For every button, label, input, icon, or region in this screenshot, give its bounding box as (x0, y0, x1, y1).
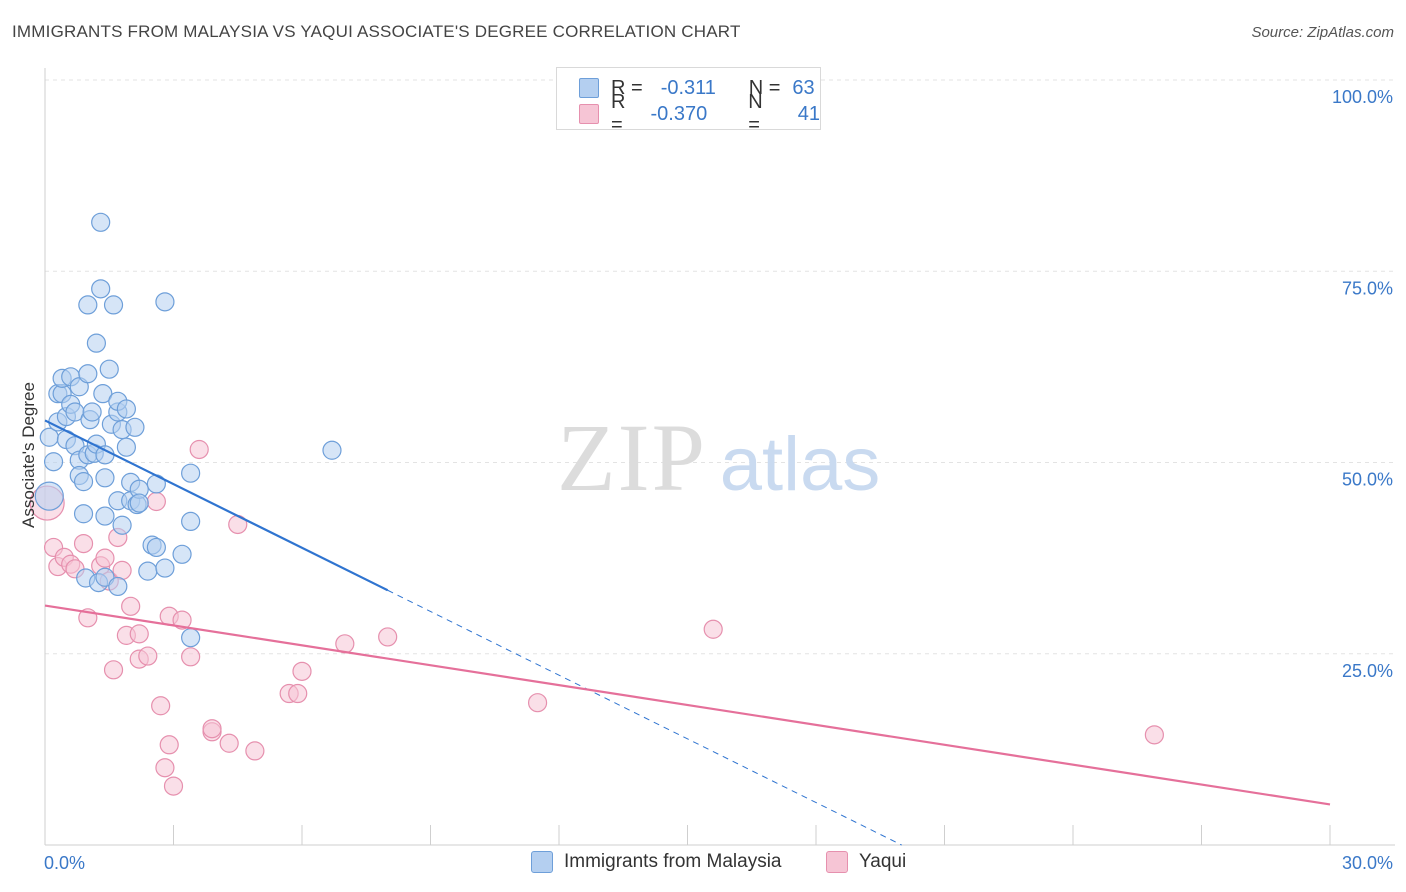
yaqui-point (245, 741, 265, 761)
y-tick-label: 100.0% (1332, 87, 1393, 107)
yaqui-point (129, 624, 149, 644)
malaysia-point (181, 628, 201, 648)
malaysia-r-value: -0.311 (660, 76, 716, 99)
yaqui-point (219, 733, 239, 753)
y-axis-label: Associate's Degree (19, 382, 38, 528)
y-tick-label: 75.0% (1342, 278, 1393, 298)
malaysia-point (91, 279, 111, 299)
malaysia-point (95, 445, 115, 465)
yaqui-point (703, 619, 723, 639)
yaqui-point (146, 491, 166, 512)
bottom-yaqui-label: Yaqui (859, 851, 907, 872)
malaysia-point (34, 481, 64, 511)
yaqui-point (151, 696, 171, 716)
legend-row-yaqui: R = -0.370 N = 41 (579, 91, 820, 136)
yaqui-r-value: -0.370 (650, 102, 708, 125)
yaqui-swatch (579, 104, 599, 124)
malaysia-point (103, 295, 124, 315)
malaysia-point (116, 399, 136, 419)
yaqui-point (292, 661, 312, 681)
malaysia-point (129, 493, 149, 513)
malaysia-point (138, 561, 158, 581)
bottom-malaysia-swatch (531, 851, 553, 873)
yaqui-point (138, 646, 158, 666)
malaysia-point (43, 452, 64, 472)
malaysia-point (155, 292, 175, 312)
yaqui-point (112, 560, 132, 580)
yaqui-r-label: R = (610, 91, 626, 136)
malaysia-trendline (44, 419, 389, 592)
malaysia-point (125, 417, 145, 437)
chart-source: Source: ZipAtlas.com (1251, 24, 1394, 41)
yaqui-point (378, 627, 398, 647)
malaysia-point (99, 359, 119, 379)
malaysia-point (86, 333, 107, 353)
malaysia-point (155, 558, 175, 578)
malaysia-n-label: N = (748, 76, 781, 99)
yaqui-point (121, 596, 141, 616)
malaysia-point (73, 504, 94, 524)
y-tick-label: 50.0% (1342, 470, 1393, 490)
yaqui-point (103, 660, 124, 680)
malaysia-point (93, 384, 113, 404)
malaysia-point (82, 402, 102, 422)
watermark-zip: ZIP (557, 404, 707, 511)
malaysia-point (78, 364, 98, 384)
malaysia-point (322, 440, 342, 460)
bottom-legend-malaysia: Immigrants from Malaysia (531, 851, 782, 873)
malaysia-point (172, 544, 192, 564)
malaysia-point (181, 511, 201, 532)
y-tick-label: 25.0% (1342, 661, 1393, 681)
yaqui-point (181, 647, 201, 667)
malaysia-point (112, 515, 132, 535)
yaqui-point (202, 719, 222, 739)
zipatlas-watermark: ZIP atlas (557, 404, 880, 511)
legend-row-malaysia: R = -0.311 N = 63 (579, 76, 815, 100)
malaysia-point (91, 212, 111, 232)
yaqui-point (172, 610, 192, 630)
x-tick-label: 0.0% (44, 853, 85, 873)
malaysia-trendline-extension (387, 589, 902, 846)
chart-title: IMMIGRANTS FROM MALAYSIA VS YAQUI ASSOCI… (12, 22, 741, 41)
malaysia-point (146, 537, 166, 558)
yaqui-point (527, 693, 548, 713)
yaqui-point (288, 683, 308, 704)
yaqui-point (73, 533, 94, 554)
x-tick-label: 30.0% (1342, 853, 1393, 873)
bottom-legend-yaqui: Yaqui (826, 851, 906, 873)
bottom-malaysia-label: Immigrants from Malaysia (564, 851, 782, 872)
stats-legend: R = -0.311 N = 63 R = -0.370 N = 41 (556, 67, 821, 136)
malaysia-point (181, 463, 201, 483)
yaqui-point (189, 439, 209, 460)
yaqui-trendline (44, 604, 1331, 806)
yaqui-point (155, 758, 175, 778)
yaqui-n-value: 41 (797, 102, 820, 125)
yaqui-point (159, 735, 179, 755)
malaysia-point (108, 576, 128, 597)
yaqui-point (95, 548, 115, 568)
malaysia-point (95, 468, 115, 488)
malaysia-r-label: R = (611, 76, 643, 99)
malaysia-point (95, 506, 115, 526)
watermark-atlas: atlas (720, 422, 881, 507)
malaysia-point (73, 472, 94, 492)
malaysia-point (116, 437, 136, 457)
yaqui-point (1144, 725, 1164, 745)
bottom-yaqui-swatch (826, 851, 848, 873)
yaqui-n-label: N = (748, 91, 763, 136)
yaqui-point (163, 776, 184, 796)
malaysia-n-value: 63 (792, 76, 815, 99)
malaysia-point (78, 295, 98, 315)
malaysia-swatch (579, 78, 599, 98)
